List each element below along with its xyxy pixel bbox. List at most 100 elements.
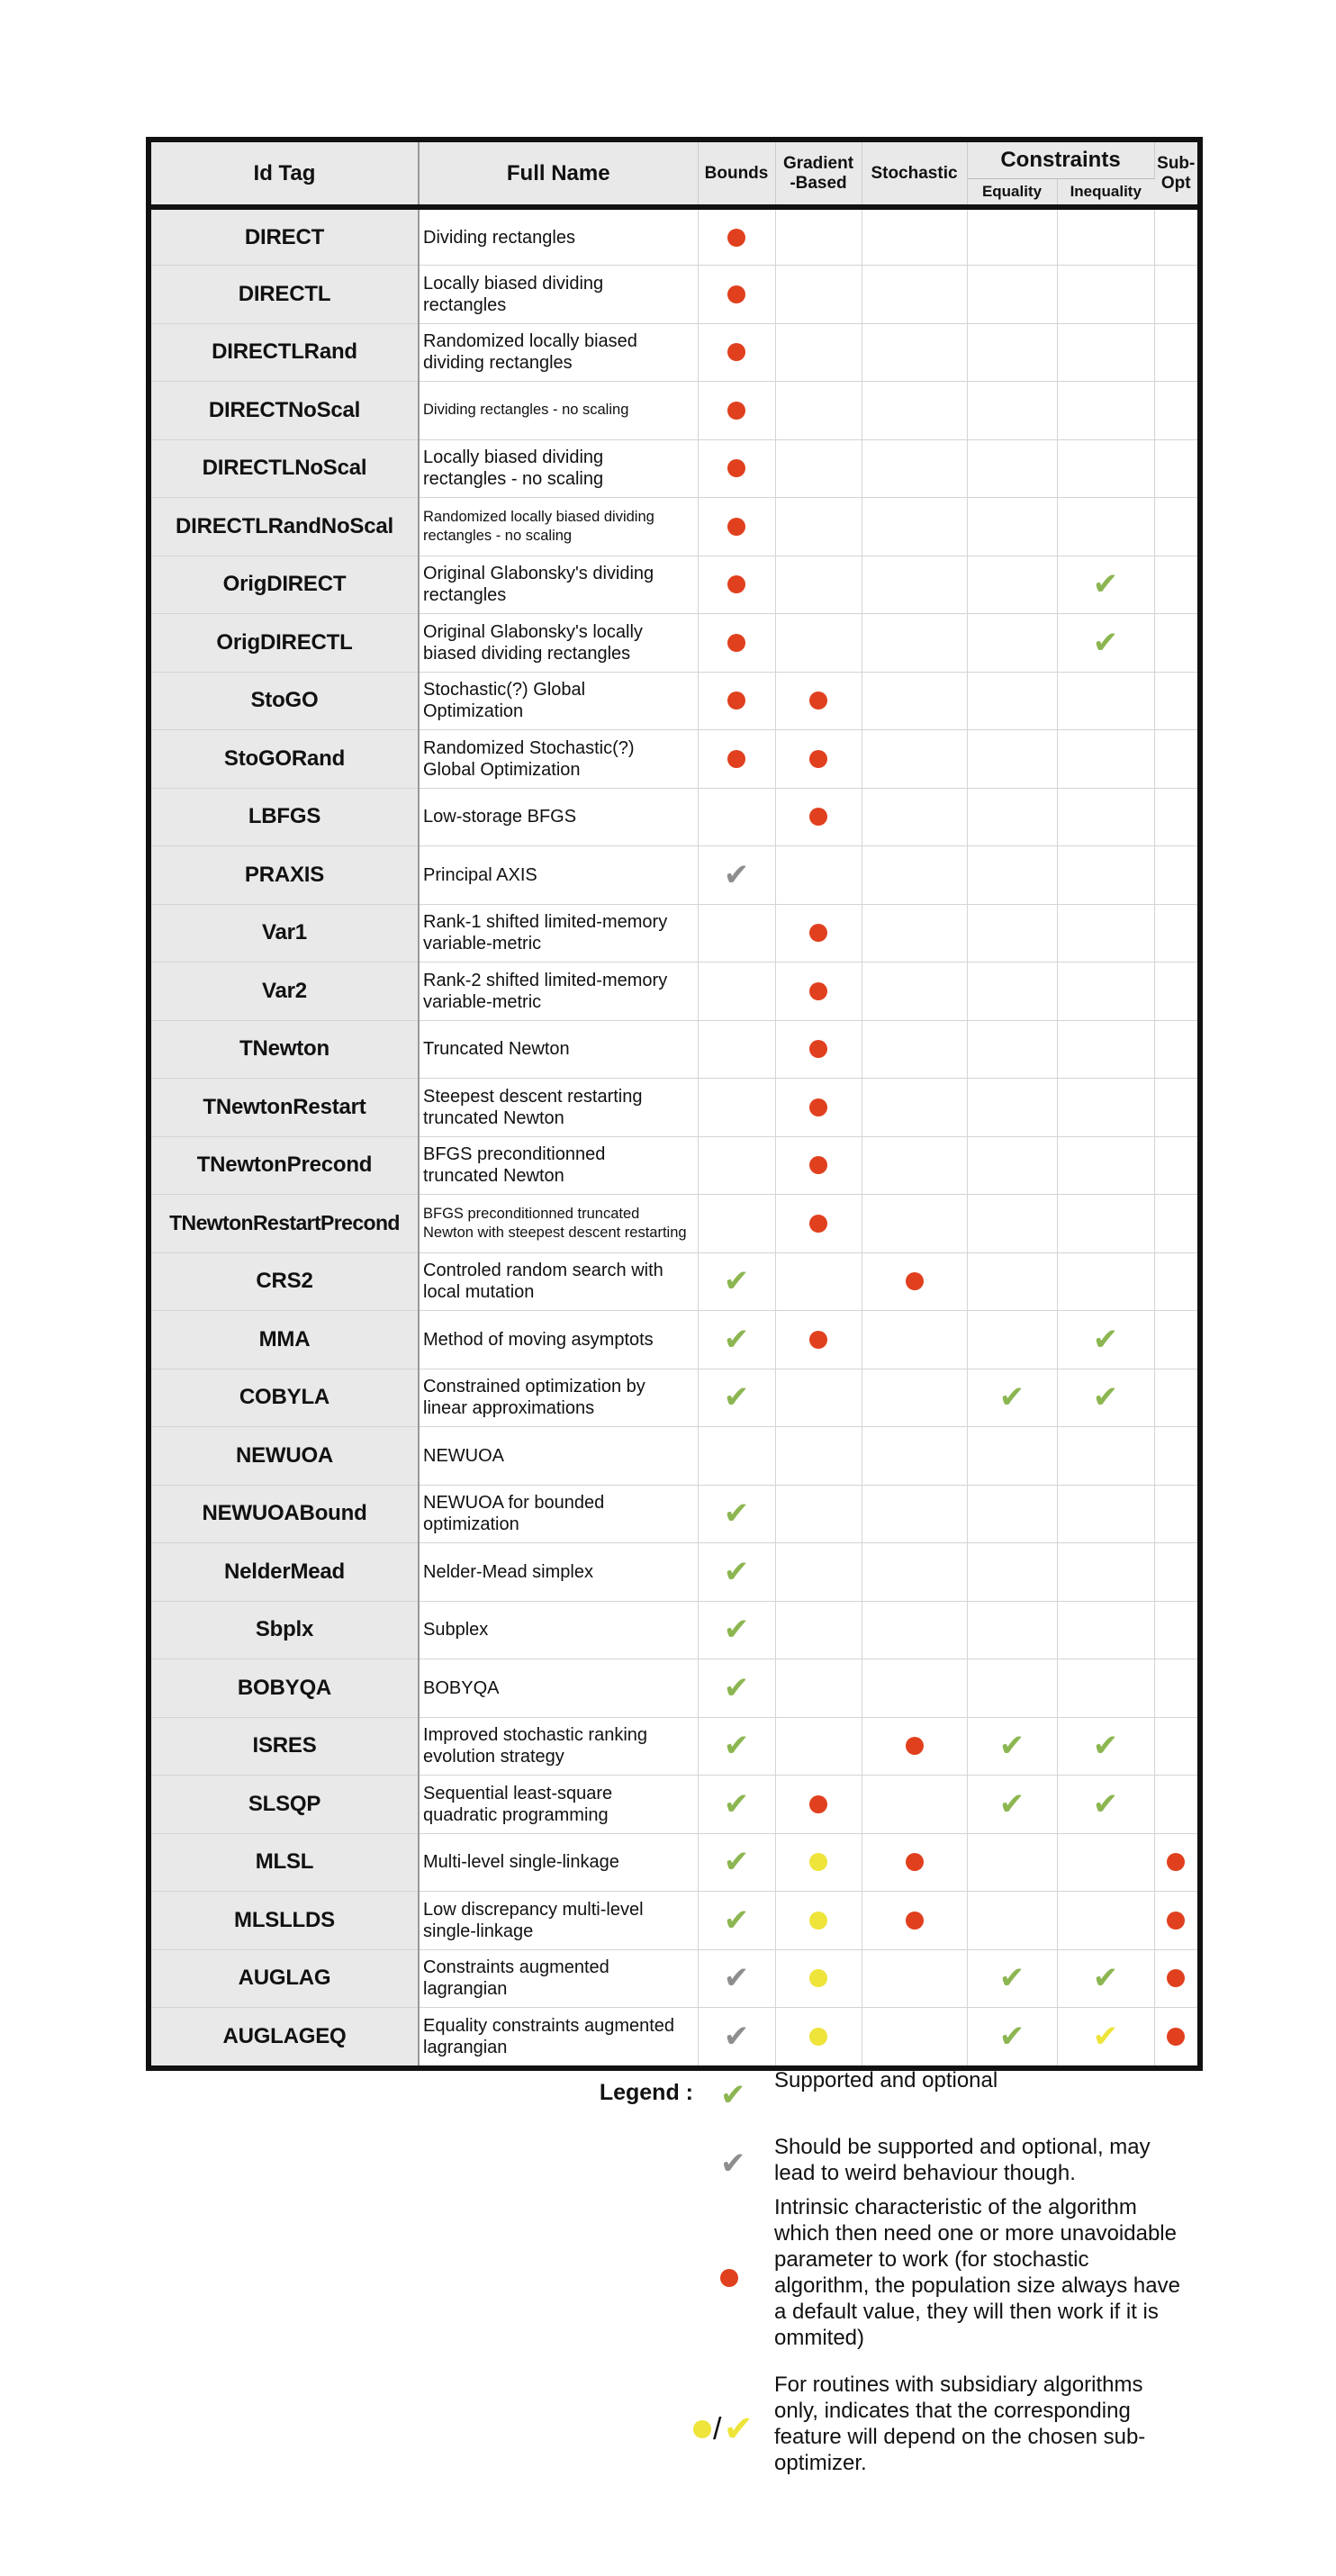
inequality-cell: ✔ [1057,1775,1155,1834]
full-name-line: evolution strategy [423,1747,564,1767]
full-name-line: quadratic programming [423,1804,609,1825]
yellow-check-icon: ✔ [723,2409,754,2450]
equality-cell [967,439,1058,498]
yellow-dot-icon [809,1853,827,1872]
full-name-line: optimization [423,1514,519,1535]
subopt-cell [1154,1194,1198,1253]
green-check-icon: ✔ [723,1728,750,1765]
table-row: NEWUOA NEWUOA [151,1426,1198,1486]
stochastic-cell [862,845,968,905]
equality-cell [967,1833,1058,1892]
full-name-line: BFGS preconditionned [423,1144,606,1165]
bounds-cell [698,1426,776,1486]
full-name-line: Randomized Stochastic(?) [423,737,635,758]
red-dot-icon [727,749,745,768]
bounds-cell: ✔ [698,1369,776,1427]
inequality-cell [1057,265,1155,324]
bounds-cell: ✔ [698,2007,776,2065]
green-check-icon: ✔ [720,2077,746,2113]
subopt-cell [1154,1020,1198,1079]
full-name-line: Original Glabonsky's locally [423,621,643,642]
full-name-cell: Equality constraints augmented lagrangian [419,2007,699,2065]
full-name-line: variable-metric [423,991,542,1012]
id-tag-cell: TNewtonRestart [151,1078,420,1137]
full-name-line: Steepest descent restarting [423,1086,643,1107]
bounds-cell: ✔ [698,1717,776,1776]
subopt-cell [1154,1775,1198,1834]
full-name-cell: Truncated Newton [419,1020,699,1079]
full-name-line: lagrangian [423,1979,508,2000]
full-name-line: BFGS preconditionned truncated [423,1205,640,1222]
gradient-cell [775,962,862,1021]
full-name-line: linear approximations [423,1398,595,1419]
gray-check-icon: ✔ [720,2146,746,2182]
legend-line: Supported and optional [774,2068,998,2092]
id-tag-cell: DIRECTL [151,265,420,324]
header-full-name: Full Name [419,142,699,210]
id-tag-cell: AUGLAGEQ [151,2007,420,2065]
equality-cell [967,788,1058,846]
equality-cell [967,381,1058,440]
legend-description: Supported and optional [774,2067,1206,2093]
stochastic-cell [862,1891,968,1950]
equality-cell [967,613,1058,673]
stochastic-cell [862,207,968,266]
subopt-cell [1154,962,1198,1021]
subopt-cell [1154,1949,1198,2008]
legend-line: feature will depend on the chosen sub- [774,2425,1146,2449]
inequality-cell [1057,1194,1155,1253]
bounds-cell [698,1136,776,1195]
inequality-cell [1057,1020,1155,1079]
equality-cell [967,1310,1058,1369]
id-tag-cell: Var1 [151,904,420,963]
id-tag-cell: DIRECTLRandNoScal [151,497,420,556]
full-name-line: Low discrepancy multi-level [423,1899,644,1920]
gradient-cell [775,904,862,963]
bounds-cell: ✔ [698,1310,776,1369]
bounds-cell: ✔ [698,1891,776,1950]
id-tag-cell: BOBYQA [151,1659,420,1718]
full-name-cell: BFGS preconditionned truncated Newton wit… [419,1194,699,1253]
table-row: ISRES Improved stochastic ranking evolutio… [151,1717,1198,1776]
bounds-cell: ✔ [698,1252,776,1311]
table-row: Sbplx Subplex ✔ [151,1601,1198,1659]
green-check-icon: ✔ [723,1321,750,1358]
stochastic-cell [862,729,968,789]
header-constraints: Constraints [967,142,1155,179]
id-tag-cell: NEWUOA [151,1426,420,1486]
subopt-cell [1154,207,1198,266]
green-check-icon: ✔ [1092,1728,1119,1765]
header-equality: Equality [967,178,1058,210]
red-dot-icon [809,808,827,827]
red-dot-icon [1167,1969,1186,1988]
red-dot-icon [727,343,745,362]
id-tag-cell: Var2 [151,962,420,1021]
id-tag-cell: Sbplx [151,1601,420,1659]
id-tag-cell: DIRECTNoScal [151,381,420,440]
gradient-cell [775,1891,862,1950]
red-dot-icon [727,633,745,652]
gradient-cell [775,1601,862,1659]
yellow-dot-icon [809,2028,827,2046]
gradient-cell [775,1136,862,1195]
full-name-line: Truncated Newton [423,1039,570,1060]
green-check-icon: ✔ [998,1379,1025,1416]
table-row: OrigDIRECTL Original Glabonsky's locally b… [151,613,1198,673]
red-dot-icon [809,1794,827,1813]
full-name-line: Principal AXIS [423,864,537,885]
table-row: TNewton Truncated Newton [151,1020,1198,1079]
full-name-cell: Constrained optimization by linear approx… [419,1369,699,1427]
full-name-line: Locally biased dividing [423,273,604,294]
full-name-cell: Nelder-Mead simplex [419,1542,699,1602]
table-row: PRAXIS Principal AXIS ✔ [151,845,1198,905]
bounds-cell: ✔ [698,1833,776,1892]
stochastic-cell [862,556,968,614]
gradient-cell [775,1020,862,1079]
gradient-cell [775,1194,862,1253]
gray-check-icon: ✔ [723,2019,750,2055]
full-name-line: Rank-1 shifted limited-memory [423,912,668,933]
table-row: COBYLA Constrained optimization by linear … [151,1369,1198,1427]
legend-line: Intrinsic characteristic of the algorith… [774,2195,1137,2219]
stochastic-cell [862,613,968,673]
legend-title: Legend : [599,2080,693,2105]
